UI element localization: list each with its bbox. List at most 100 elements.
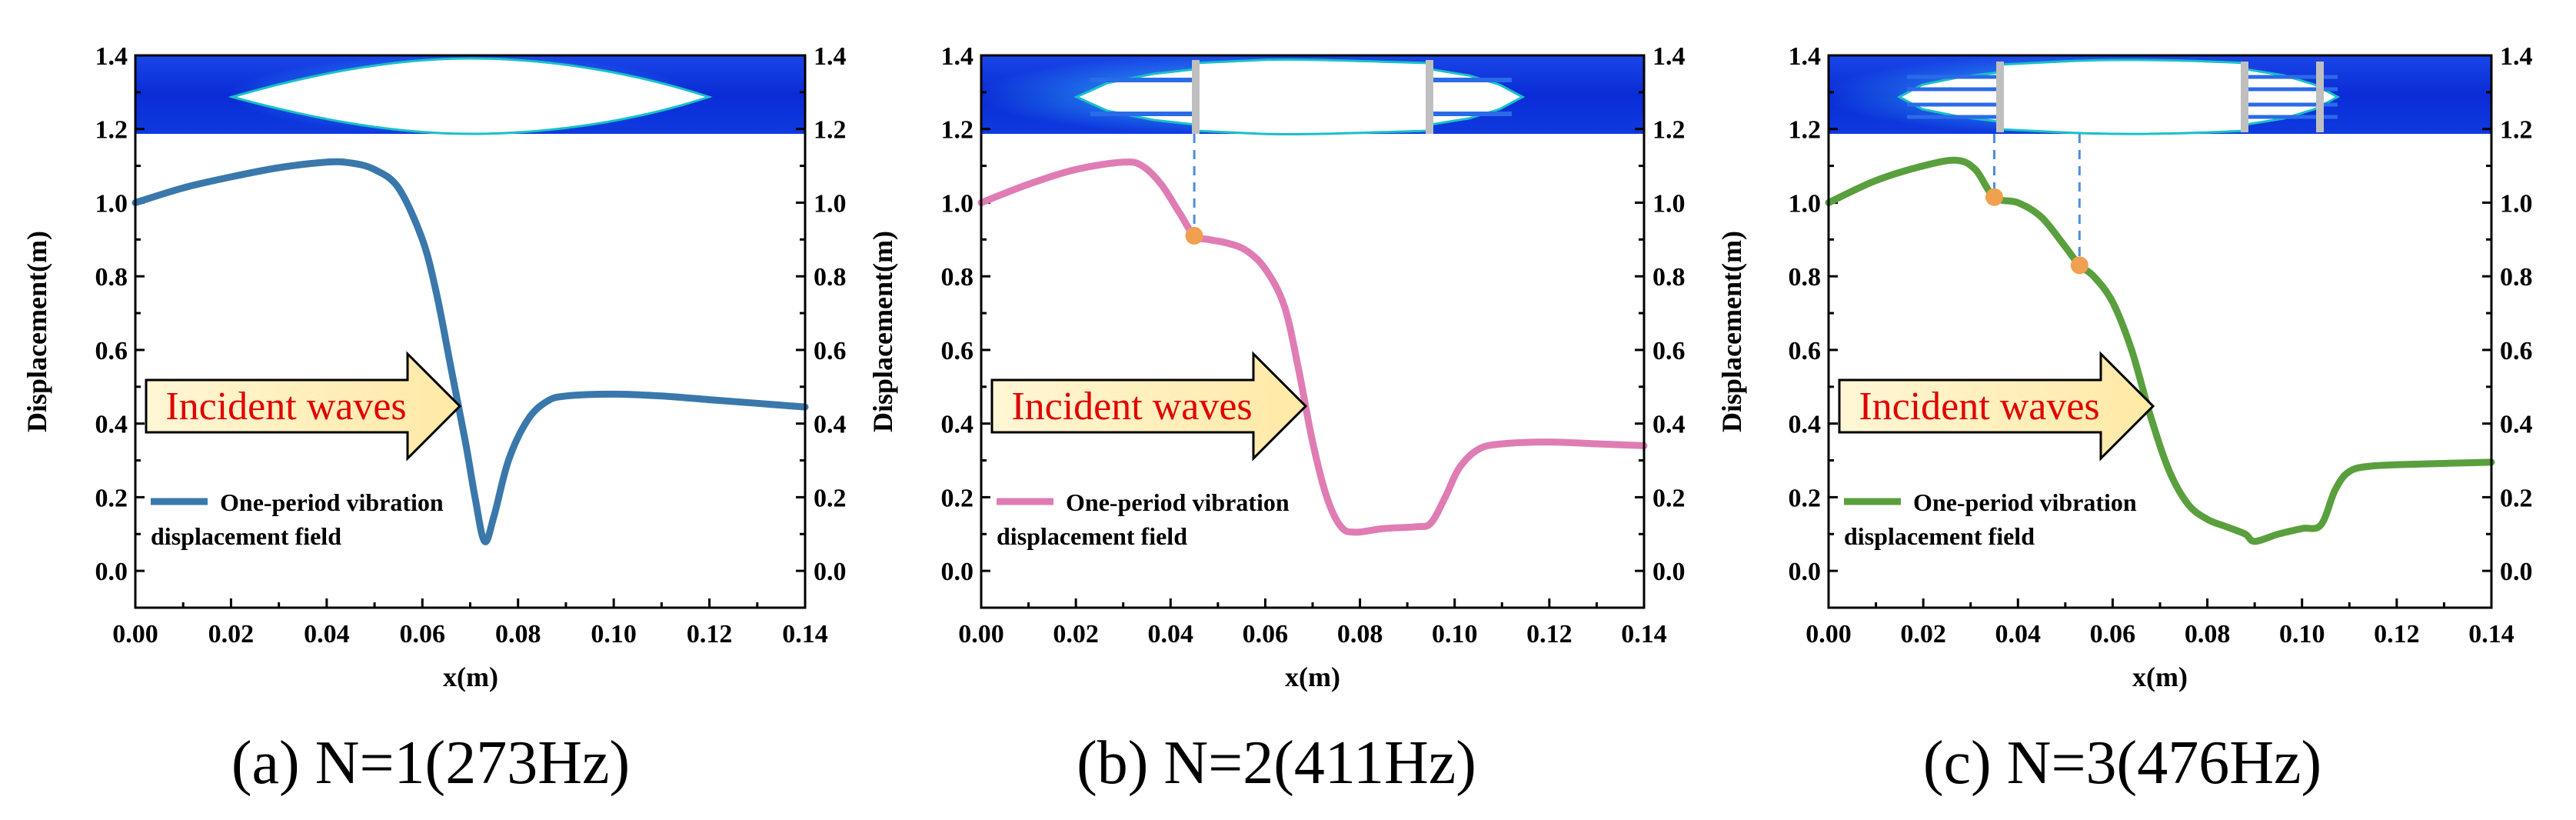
x-tick-label-b: 0.02 xyxy=(1053,620,1099,648)
y-tick-label-left-b: 0.2 xyxy=(941,484,974,512)
arrow-label-b: Incident waves xyxy=(1011,385,1252,428)
axes-frame-b xyxy=(980,54,1646,609)
y-tick-label-right-b: 1.4 xyxy=(1652,42,1686,71)
y-tick-label-right-a: 0.6 xyxy=(814,337,847,365)
panel-a: 0.00 0.02 0.04 0.06 0.08 0.10 0.12 0.14 0.0 0.0 0.… xyxy=(22,42,847,797)
x-tick-label-b: 0.10 xyxy=(1432,620,1478,648)
legend-c: One-period vibration displacement field xyxy=(1844,488,2137,550)
legend-text-a-2: displacement field xyxy=(151,522,341,550)
y-tick-label-left-a: 0.8 xyxy=(95,263,128,292)
ticks-b: 0.00 0.02 0.04 0.06 0.08 0.10 0.12 0.14 0.0 0.0 0.… xyxy=(941,42,1686,648)
axes-frame-a xyxy=(134,54,807,609)
incident-arrow-c: Incident waves xyxy=(1838,351,2155,462)
y-tick-label-left-b: 1.2 xyxy=(941,116,974,145)
y-tick-label-right-a: 0.2 xyxy=(814,484,847,512)
x-tick-label-c: 0.12 xyxy=(2374,620,2420,648)
y-tick-label-right-b: 0.0 xyxy=(1652,558,1686,586)
y-tick-label-left-c: 1.0 xyxy=(1789,189,1822,218)
x-tick-label-a: 0.04 xyxy=(304,620,350,648)
y-tick-label-left-c: 1.4 xyxy=(1789,42,1822,71)
y-axis-title-a: Displacement(m) xyxy=(22,231,52,432)
y-tick-label-right-a: 0.8 xyxy=(814,263,847,292)
marker-point-c xyxy=(1985,188,2003,206)
marker-point-c xyxy=(2070,256,2088,275)
x-tick-label-a: 0.02 xyxy=(208,620,255,648)
y-tick-label-right-a: 1.2 xyxy=(814,116,847,145)
x-tick-label-a: 0.10 xyxy=(591,620,637,648)
x-tick-label-b: 0.06 xyxy=(1243,620,1289,648)
y-tick-label-right-a: 1.0 xyxy=(814,189,847,218)
y-tick-label-right-a: 0.0 xyxy=(814,558,847,586)
contour-band-c xyxy=(1822,55,2491,135)
legend-text-c-2: displacement field xyxy=(1844,522,2035,550)
legend-text-c-1: One-period vibration xyxy=(1913,488,2137,516)
y-tick-label-left-c: 0.6 xyxy=(1789,337,1822,365)
axes-frame-c xyxy=(1827,54,2493,609)
data-curve-c xyxy=(1825,156,2495,545)
data-curve-b xyxy=(977,158,1648,536)
x-tick-label-c: 0.02 xyxy=(1900,620,1946,648)
x-tick-label-a: 0.12 xyxy=(687,620,733,648)
y-tick-label-left-b: 0.4 xyxy=(941,411,974,439)
x-tick-label-b: 0.04 xyxy=(1148,620,1194,648)
x-tick-label-b: 0.14 xyxy=(1621,620,1667,648)
y-tick-label-left-b: 1.0 xyxy=(941,189,974,218)
y-tick-label-right-c: 0.6 xyxy=(2500,337,2533,365)
markers-b xyxy=(1185,227,1203,245)
y-tick-label-right-a: 0.4 xyxy=(814,411,847,439)
x-tick-label-a: 0.08 xyxy=(495,620,541,648)
y-tick-label-right-b: 1.0 xyxy=(1652,189,1686,218)
y-axis-title-c: Displacement(m) xyxy=(1716,231,1747,432)
y-tick-label-left-c: 0.0 xyxy=(1789,558,1822,586)
x-tick-label-c: 0.08 xyxy=(2185,620,2231,648)
x-tick-label-b: 0.00 xyxy=(958,620,1004,648)
plot-b: 0.00 0.02 0.04 0.06 0.08 0.10 0.12 0.14 0.0 0.0 0.… xyxy=(941,42,1686,648)
contour-band-a xyxy=(135,55,805,135)
y-tick-label-left-c: 0.4 xyxy=(1789,411,1822,439)
legend-text-b-2: displacement field xyxy=(997,522,1187,550)
plot-a: 0.00 0.02 0.04 0.06 0.08 0.10 0.12 0.14 0.0 0.0 0.… xyxy=(95,42,847,648)
x-axis-title-c: x(m) xyxy=(2132,662,2188,692)
y-tick-label-right-a: 1.4 xyxy=(814,42,847,71)
ticks-a: 0.00 0.02 0.04 0.06 0.08 0.10 0.12 0.14 0.0 0.0 0.… xyxy=(95,42,847,648)
y-tick-label-left-b: 0.8 xyxy=(941,263,974,292)
arrow-label-a: Incident waves xyxy=(165,385,406,428)
contour-band-b xyxy=(977,55,1644,136)
x-tick-label-c: 0.14 xyxy=(2468,620,2514,648)
x-tick-label-a: 0.00 xyxy=(112,620,158,648)
y-tick-label-left-c: 1.2 xyxy=(1789,116,1822,145)
x-tick-label-b: 0.12 xyxy=(1526,620,1573,648)
y-tick-label-left-a: 0.6 xyxy=(95,337,128,365)
data-curve-a xyxy=(131,158,809,545)
y-tick-label-right-b: 0.6 xyxy=(1652,337,1686,365)
y-tick-label-left-a: 1.4 xyxy=(95,42,128,71)
y-tick-label-left-c: 0.2 xyxy=(1789,484,1822,512)
y-tick-label-left-b: 1.4 xyxy=(941,42,974,71)
y-tick-label-right-b: 0.4 xyxy=(1652,411,1686,439)
marker-guide-c xyxy=(1993,134,2081,265)
caption-b: (b) N=2(411Hz) xyxy=(1077,729,1476,797)
x-tick-label-c: 0.10 xyxy=(2279,620,2325,648)
x-tick-label-c: 0.00 xyxy=(1806,620,1852,648)
marker-point-b xyxy=(1185,227,1203,245)
y-tick-label-right-b: 1.2 xyxy=(1652,116,1686,145)
legend-text-b-1: One-period vibration xyxy=(1066,488,1290,516)
y-tick-label-left-b: 0.0 xyxy=(941,558,974,586)
legend-b: One-period vibration displacement field xyxy=(997,488,1290,550)
y-tick-label-left-a: 1.2 xyxy=(95,116,128,145)
y-tick-label-right-c: 0.8 xyxy=(2500,263,2533,292)
y-tick-label-right-b: 0.8 xyxy=(1652,263,1686,292)
panel-c: 0.00 0.02 0.04 0.06 0.08 0.10 0.12 0.14 0.0 0.0 0.… xyxy=(1716,42,2533,797)
y-tick-label-right-b: 0.2 xyxy=(1652,484,1686,512)
incident-arrow-b: Incident waves xyxy=(990,351,1308,462)
y-tick-label-left-b: 0.6 xyxy=(941,337,974,365)
y-tick-label-left-a: 0.4 xyxy=(95,411,128,439)
y-tick-label-right-c: 1.4 xyxy=(2500,42,2533,71)
y-axis-title-b: Displacement(m) xyxy=(867,231,898,432)
y-tick-label-left-a: 0.2 xyxy=(95,484,128,512)
legend-text-a-1: One-period vibration xyxy=(220,488,444,516)
legend-a: One-period vibration displacement field xyxy=(151,488,444,550)
y-tick-label-left-a: 0.0 xyxy=(95,558,128,586)
y-tick-label-left-c: 0.8 xyxy=(1789,263,1822,292)
